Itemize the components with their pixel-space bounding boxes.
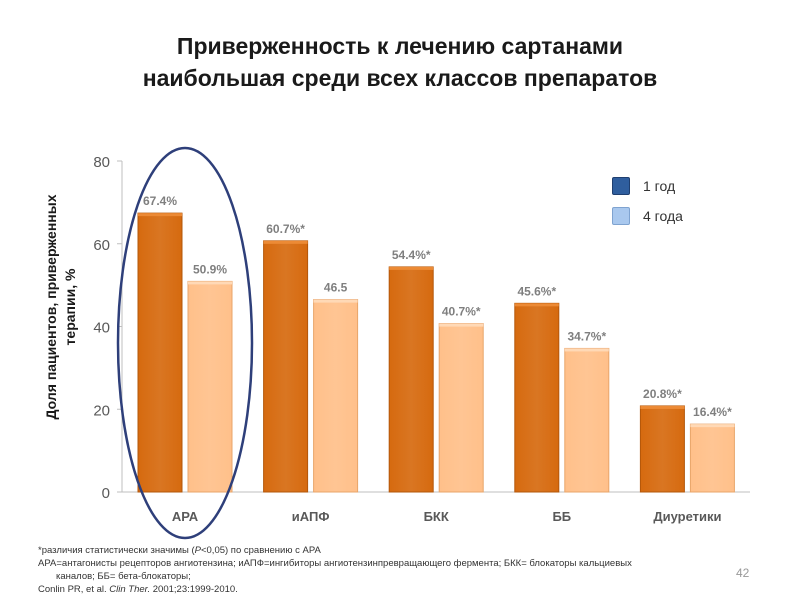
x-tick-label: БКК <box>424 509 449 524</box>
data-label: 45.6%* <box>517 284 556 298</box>
bar-4-years <box>313 299 359 493</box>
bar-top-highlight <box>514 303 559 307</box>
highlight-ellipse <box>116 146 254 540</box>
title-line-1: Приверженность к лечению сартанами <box>176 33 624 59</box>
legend-item-4-years: 4 года <box>612 206 752 228</box>
footnote-reference: Conlin PR, et al. Clin Ther. 2001;23:199… <box>38 584 238 595</box>
legend-swatch-1-year <box>612 177 630 195</box>
footnote-abbreviations: АРА=антагонисты рецепторов ангиотензина;… <box>38 558 632 569</box>
bar-1-year <box>388 266 434 493</box>
x-tick-label: Диуретики <box>653 509 721 524</box>
y-tick-label: 20 <box>93 402 110 419</box>
data-label: 60.7%* <box>266 222 305 236</box>
bar-4-years <box>438 323 484 493</box>
slide-title: Приверженность к лечению сартанами наибо… <box>0 30 800 94</box>
bar-top-highlight <box>188 281 232 285</box>
data-label: 40.7%* <box>442 305 481 319</box>
legend-item-1-year: 1 год <box>612 176 752 198</box>
data-label: 20.8%* <box>643 387 682 401</box>
footnotes: *различия статистически значимы (Р<0,05)… <box>38 544 738 596</box>
y-axis-label-line-2: терапии, % <box>62 268 78 345</box>
bar-top-highlight <box>138 213 182 217</box>
footnote-significance: *различия статистически значимы (Р<0,05)… <box>38 545 321 556</box>
bar-top-highlight <box>690 424 735 428</box>
legend-swatch-4-years <box>612 207 630 225</box>
page-number: 42 <box>736 566 750 580</box>
bar-top-highlight <box>640 405 685 409</box>
bar-4-years <box>564 347 610 493</box>
bar-4-years <box>689 423 735 493</box>
data-label: 54.4%* <box>392 248 431 262</box>
bar-top-highlight <box>439 323 484 327</box>
bar-1-year <box>639 405 685 493</box>
data-label: 50.9% <box>193 262 227 276</box>
footnote-abbreviations-cont: каналов; ББ= бета-блокаторы; <box>56 571 191 582</box>
y-tick-label: 60 <box>93 237 110 254</box>
bar-1-year <box>137 212 183 493</box>
y-tick-label: 80 <box>93 154 110 171</box>
bar-1-year <box>263 240 309 493</box>
bar-top-highlight <box>389 266 434 270</box>
bar-1-year <box>514 302 560 493</box>
x-tick-label: АРА <box>172 509 199 524</box>
legend-label-1-year: 1 год <box>643 178 676 194</box>
y-tick-label: 0 <box>102 485 110 502</box>
y-tick-label: 40 <box>93 320 110 337</box>
data-label: 46.5 <box>324 281 348 295</box>
x-tick-label: ББ <box>552 509 571 524</box>
data-label: 34.7%* <box>567 329 606 343</box>
x-tick-label: иАПФ <box>292 509 330 524</box>
y-axis-label-line-1: Доля пациентов, приверженных <box>43 194 59 419</box>
legend-label-4-years: 4 года <box>643 208 683 224</box>
bar-top-highlight <box>313 299 358 303</box>
bar-4-years <box>187 280 233 493</box>
data-label: 67.4% <box>143 194 177 208</box>
bar-top-highlight <box>263 240 308 244</box>
title-line-2: наибольшая среди всех классов препаратов <box>142 65 658 91</box>
bar-top-highlight <box>564 348 609 352</box>
data-label: 16.4%* <box>693 405 732 419</box>
